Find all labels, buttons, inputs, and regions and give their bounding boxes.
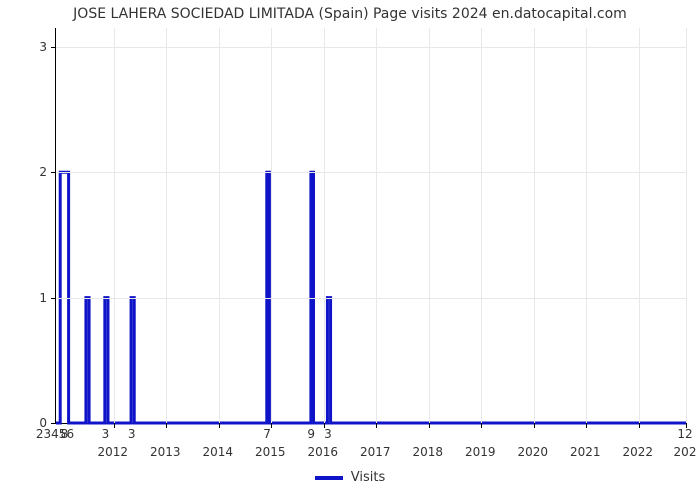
y-tick: [51, 298, 56, 299]
legend: Visits: [0, 470, 700, 485]
value-label: 3: [102, 427, 110, 441]
chart-root: JOSE LAHERA SOCIEDAD LIMITADA (Spain) Pa…: [0, 0, 700, 500]
chart-title: JOSE LAHERA SOCIEDAD LIMITADA (Spain) Pa…: [0, 6, 700, 22]
value-label: 23456: [36, 427, 74, 441]
x-year-label: 202: [674, 445, 697, 459]
x-tick: [429, 423, 430, 428]
y-tick: [51, 47, 56, 48]
x-year-label: 2018: [412, 445, 443, 459]
x-year-label: 2012: [97, 445, 128, 459]
grid-line-h: [56, 172, 686, 173]
x-tick: [166, 423, 167, 428]
grid-line-v: [219, 28, 220, 423]
y-tick-label: 2: [27, 165, 47, 179]
grid-line-v: [586, 28, 587, 423]
legend-label: Visits: [351, 470, 385, 485]
value-label: 3: [128, 427, 136, 441]
grid-line-v: [114, 28, 115, 423]
grid-line-v: [639, 28, 640, 423]
grid-line-v: [271, 28, 272, 423]
value-label: 9: [307, 427, 315, 441]
grid-line-v: [481, 28, 482, 423]
x-tick: [271, 423, 272, 428]
legend-swatch: [315, 476, 343, 480]
grid-line-v: [429, 28, 430, 423]
x-year-label: 2014: [202, 445, 233, 459]
x-tick: [114, 423, 115, 428]
x-tick: [219, 423, 220, 428]
value-label: 12: [677, 427, 692, 441]
y-tick: [51, 172, 56, 173]
value-label: 8: [61, 427, 69, 441]
grid-line-v: [686, 28, 687, 423]
value-label: 3: [324, 427, 332, 441]
value-label: 7: [263, 427, 271, 441]
y-tick-label: 3: [27, 40, 47, 54]
x-tick: [376, 423, 377, 428]
x-tick: [586, 423, 587, 428]
visits-line: [56, 28, 686, 423]
x-year-label: 2020: [517, 445, 548, 459]
grid-line-v: [376, 28, 377, 423]
grid-line-v: [324, 28, 325, 423]
x-year-label: 2015: [255, 445, 286, 459]
x-year-label: 2013: [150, 445, 181, 459]
grid-line-v: [534, 28, 535, 423]
grid-line-h: [56, 298, 686, 299]
x-tick: [534, 423, 535, 428]
x-year-label: 2016: [307, 445, 338, 459]
x-year-label: 2021: [570, 445, 601, 459]
y-tick: [51, 423, 56, 424]
plot-area: [55, 28, 686, 424]
grid-line-v: [166, 28, 167, 423]
x-tick: [639, 423, 640, 428]
x-year-label: 2019: [465, 445, 496, 459]
x-year-label: 2017: [360, 445, 391, 459]
y-tick-label: 1: [27, 291, 47, 305]
x-year-label: 2022: [622, 445, 653, 459]
grid-line-h: [56, 47, 686, 48]
x-tick: [481, 423, 482, 428]
